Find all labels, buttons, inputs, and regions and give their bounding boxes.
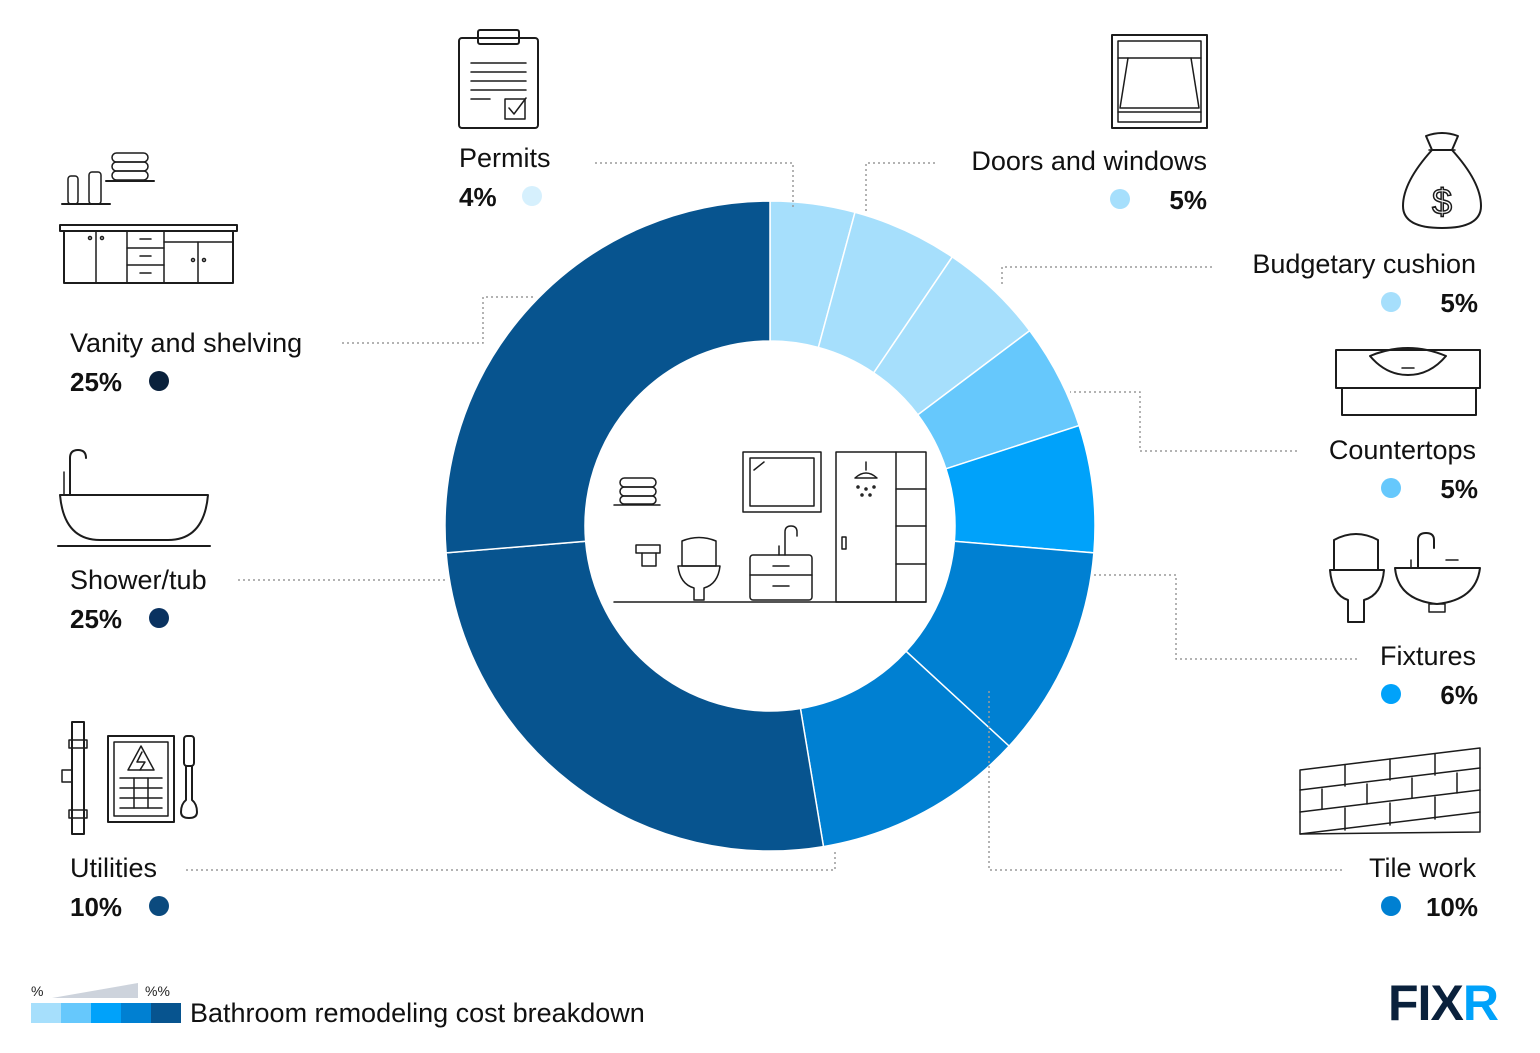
donut-slice-vanity-and-shelving: [444, 200, 771, 554]
vanity-icon: [59, 224, 238, 284]
label-shower-tub: Shower/tub 25%: [70, 565, 207, 634]
legend-swatch: [151, 1003, 181, 1023]
bathtub-icon: [57, 449, 211, 547]
toilet-sink-icon: [1329, 532, 1481, 623]
budgetary-cushion-label: Budgetary cushion: [1252, 249, 1476, 279]
vanity-shelving-label: Vanity and shelving: [70, 328, 302, 358]
tile-work-dot: [1381, 896, 1401, 916]
legend: % %% Bathroom remodeling cost breakdown: [31, 983, 645, 1028]
legend-title: Bathroom remodeling cost breakdown: [190, 998, 645, 1028]
donut-chart: [444, 200, 1096, 852]
utilities-value: 10%: [70, 892, 122, 922]
shower-tub-label: Shower/tub: [70, 565, 207, 595]
fixtures-value: 6%: [1440, 680, 1478, 710]
tile-wall-icon: [1299, 747, 1481, 835]
budgetary-cushion-dot: [1381, 292, 1401, 312]
fixtures-dot: [1381, 684, 1401, 704]
utilities-label: Utilities: [70, 853, 157, 883]
leader-lines: [186, 162, 1357, 871]
legend-swatch: [91, 1003, 121, 1023]
doors-windows-label: Doors and windows: [971, 146, 1207, 176]
legend-swatches: [31, 1003, 181, 1023]
shower-tub-value: 25%: [70, 604, 122, 634]
legend-swatch: [121, 1003, 151, 1023]
logo-letter: I: [1418, 975, 1431, 1031]
budgetary-cushion-value: 5%: [1440, 288, 1478, 318]
logo-letter: R: [1463, 975, 1499, 1031]
clipboard-icon: [458, 29, 539, 129]
fixr-logo: FIXR: [1388, 975, 1500, 1031]
utilities-dot: [149, 896, 169, 916]
permits-value: 4%: [459, 182, 497, 212]
label-tile-work: Tile work 10%: [1369, 853, 1478, 922]
money-bag-icon: $: [1402, 132, 1482, 229]
shower-tub-dot: [149, 608, 169, 628]
tile-work-value: 10%: [1426, 892, 1478, 922]
logo-letter: X: [1430, 975, 1463, 1031]
legend-swatch: [31, 1003, 61, 1023]
permits-label: Permits: [459, 143, 551, 173]
label-fixtures: Fixtures 6%: [1380, 641, 1478, 710]
tile-work-label: Tile work: [1369, 853, 1477, 883]
countertops-dot: [1381, 478, 1401, 498]
window-icon: [1111, 34, 1208, 129]
doors-windows-value: 5%: [1169, 185, 1207, 215]
legend-min-label: %: [31, 983, 43, 999]
logo-letter: F: [1388, 975, 1418, 1031]
fixr-logo-text: FIXR: [1388, 975, 1499, 1031]
countertops-label: Countertops: [1329, 435, 1476, 465]
legend-gradient-wedge: [52, 983, 138, 998]
vanity-shelving-dot: [149, 371, 169, 391]
legend-swatch: [61, 1003, 91, 1023]
label-countertops: Countertops 5%: [1329, 435, 1478, 504]
fixtures-label: Fixtures: [1380, 641, 1476, 671]
doors-windows-dot: [1110, 189, 1130, 209]
label-vanity-shelving: Vanity and shelving 25%: [70, 328, 302, 397]
label-utilities: Utilities 10%: [70, 853, 169, 922]
label-doors-windows: Doors and windows 5%: [971, 146, 1207, 215]
svg-text:$: $: [1432, 181, 1452, 222]
donut-slice-shower-tub: [445, 540, 825, 852]
vanity-shelving-value: 25%: [70, 367, 122, 397]
bathroom-scene-icon: [613, 451, 927, 603]
countertop-sink-icon: [1335, 347, 1481, 416]
utilities-icon: [61, 721, 198, 835]
countertops-value: 5%: [1440, 474, 1478, 504]
legend-max-label: %%: [145, 983, 170, 999]
permits-dot: [522, 186, 542, 206]
label-permits: Permits 4%: [459, 143, 551, 212]
towels-shelf-icon: [61, 152, 155, 205]
label-budgetary-cushion: Budgetary cushion 5%: [1252, 249, 1478, 318]
